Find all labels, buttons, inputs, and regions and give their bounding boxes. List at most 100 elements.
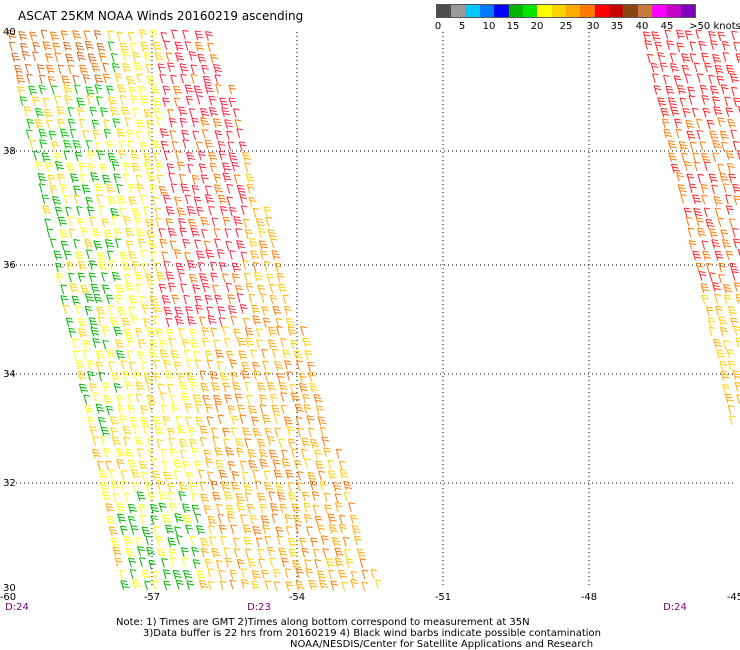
wind-barb [193,85,203,96]
wind-barb [118,150,127,160]
legend-label: 20 [530,21,544,32]
wind-barb [107,195,117,206]
wind-barb [119,207,127,217]
wind-barb [153,570,160,581]
wind-barb [38,74,46,85]
wind-barb [155,217,162,228]
wind-barb [208,205,215,216]
wind-barb [78,383,88,394]
wind-barb [735,337,740,347]
wind-barb [162,97,170,107]
wind-barb [14,64,24,75]
latitude-label: 36 [3,260,16,271]
wind-barb [178,481,188,492]
wind-barb [127,140,135,150]
wind-barb [50,85,58,95]
wind-barb [139,295,147,306]
wind-barb [123,535,133,546]
wind-barb [699,141,707,151]
wind-barb [211,547,221,558]
wind-barb [114,557,123,568]
wind-barb [231,415,239,426]
wind-barb [214,447,224,457]
wind-barb [327,513,337,524]
wind-barb [701,240,709,251]
wind-barb [267,436,276,446]
wind-barb [260,515,270,525]
wind-barb [173,97,181,108]
wind-barb [203,504,212,515]
wind-barb [59,229,69,240]
wind-barb [231,262,241,273]
wind-barb [128,361,136,371]
wind-barb [241,370,251,381]
wind-barb [63,84,73,94]
wind-barb [244,272,251,283]
wind-barb [85,139,93,150]
wind-barb [159,349,169,360]
wind-barb [185,306,193,316]
wind-barb [143,152,153,163]
wind-barb [195,141,203,152]
wind-barb [116,394,125,405]
wind-barb [183,569,192,580]
wind-barb [136,119,146,129]
wind-barb [733,195,740,205]
wind-barb [263,206,272,217]
wind-barb [228,84,237,95]
wind-barb [298,372,307,383]
wind-barb [196,525,206,535]
wind-barb [251,304,261,315]
wind-barb [96,194,103,204]
wind-barb [65,53,75,64]
wind-barb [240,251,248,262]
wind-barb [685,119,695,130]
wind-barb [705,306,714,317]
wind-barb [156,438,164,449]
wind-barb [148,349,158,359]
wind-barb [215,84,222,94]
wind-barb [34,119,44,129]
wind-barb [692,194,702,205]
wind-barb [106,349,116,359]
wind-barb [146,229,156,240]
wind-barb [261,569,269,580]
wind-barb [130,95,139,105]
wind-barb [133,62,143,72]
wind-barb [179,173,186,184]
wind-barb [732,183,740,194]
wind-barb [102,62,110,73]
legend-label: 45 [660,21,674,32]
wind-barb [703,207,711,218]
note-line-1: Note: 1) Times are GMT 2)Times along bot… [116,617,530,628]
wind-barb [140,141,148,152]
wind-barb [79,118,86,129]
wind-barb [131,162,141,173]
legend-label: 10 [482,21,496,32]
wind-barb [302,337,312,348]
wind-barb [75,250,85,261]
wind-barb [163,194,171,205]
wind-barb [348,502,355,512]
wind-barb [324,504,333,515]
wind-barb [248,238,258,248]
longitude-label: -48 [581,592,597,603]
wind-barb [82,74,91,84]
wind-barb [162,514,172,524]
wind-barb [218,469,228,480]
wind-barb [49,31,59,42]
wind-barb [121,106,131,116]
wind-barb [199,273,209,283]
wind-barb [145,273,155,283]
wind-barb [720,84,729,94]
wind-barb [135,174,143,185]
wind-barb [132,482,139,492]
wind-barb [177,372,186,383]
wind-barb [95,350,105,360]
wind-barb [68,216,75,226]
wind-barb [213,184,223,194]
wind-barb [135,130,143,141]
wind-barb [111,371,121,382]
wind-barb [240,460,247,471]
wind-barb [296,360,303,370]
